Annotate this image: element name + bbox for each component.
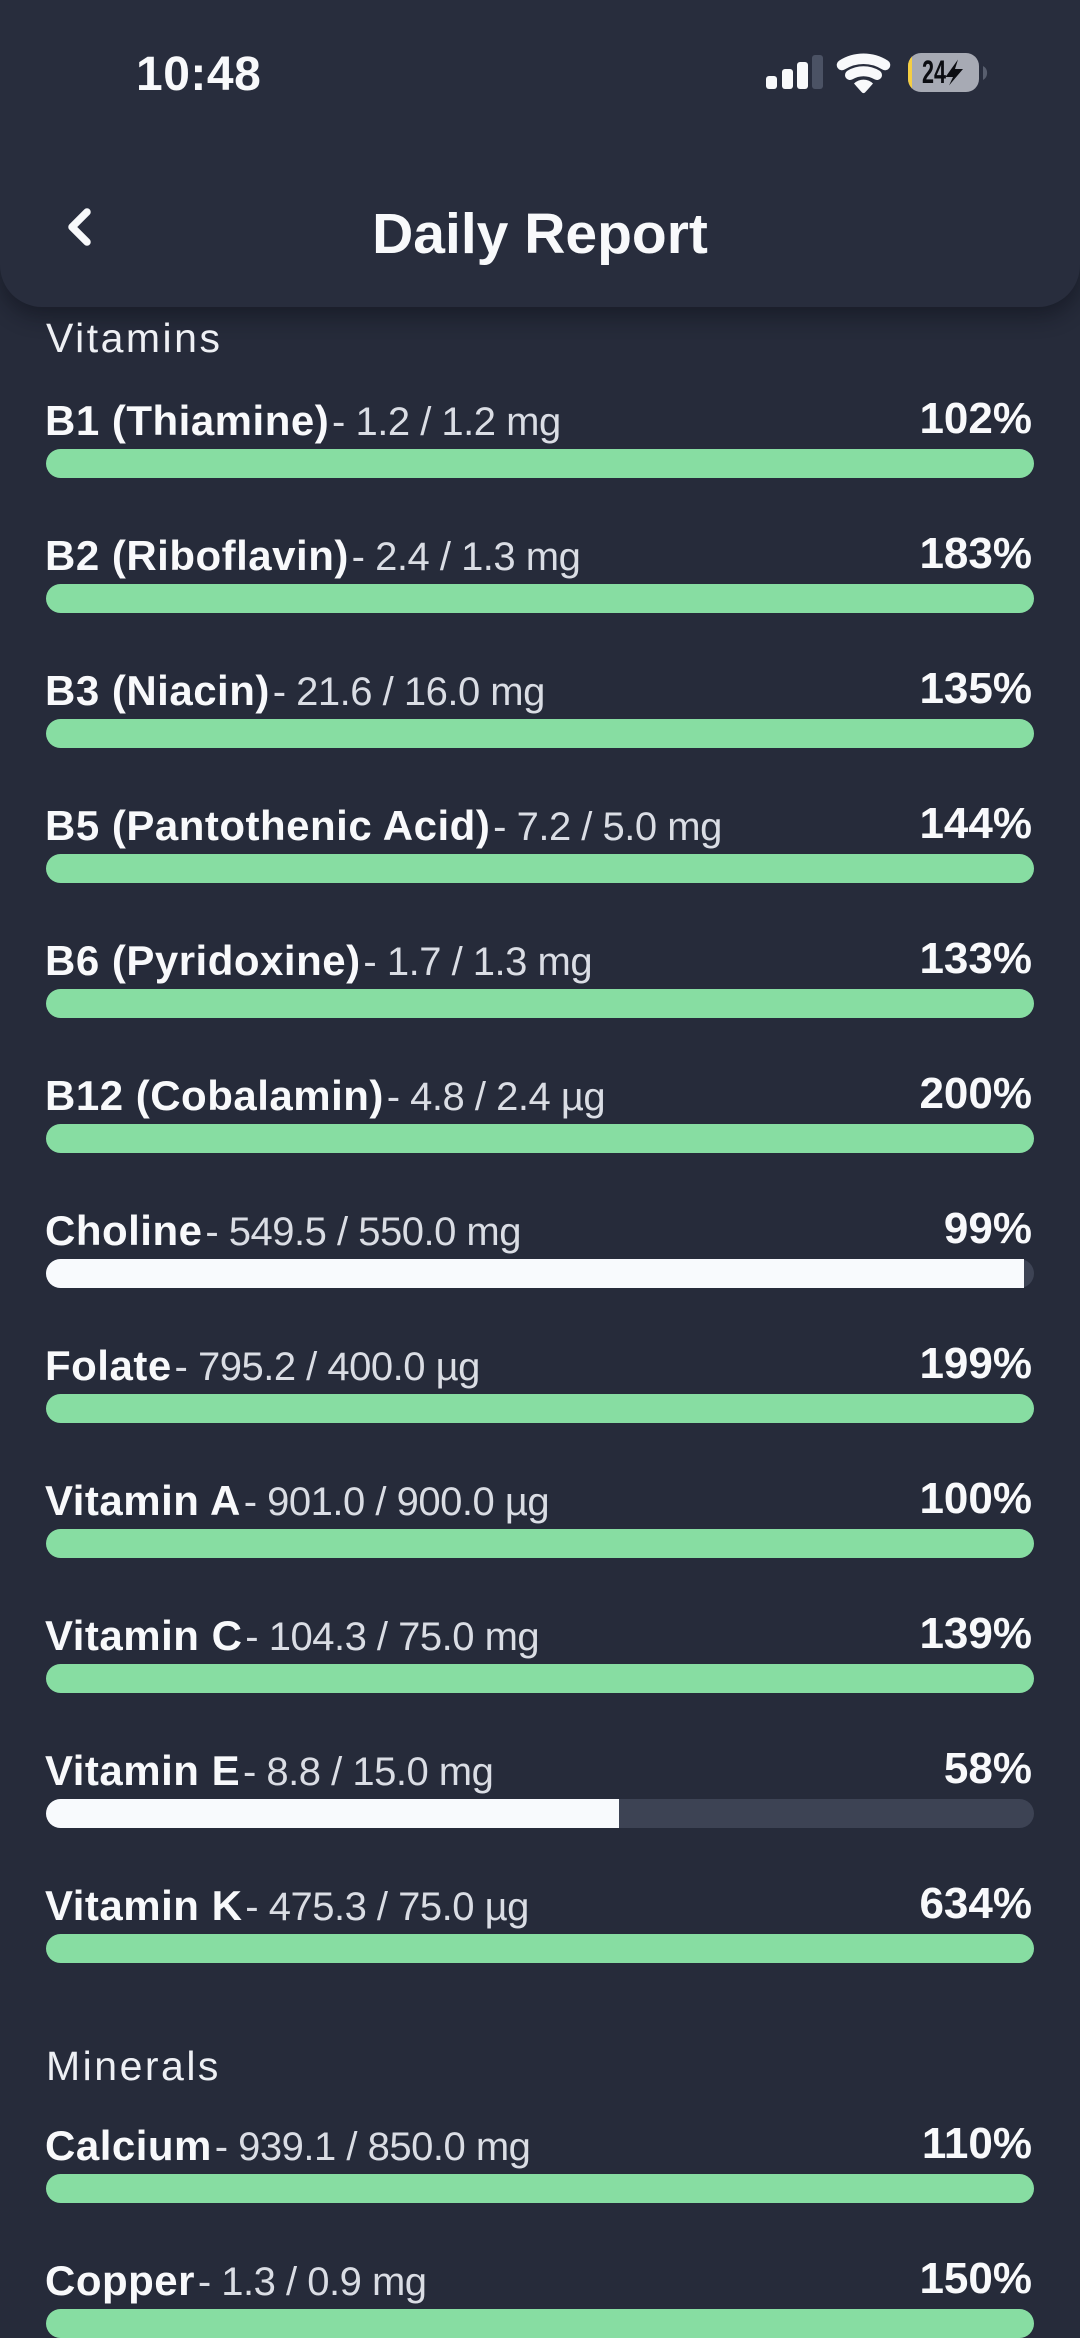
- svg-text:24: 24: [922, 54, 946, 90]
